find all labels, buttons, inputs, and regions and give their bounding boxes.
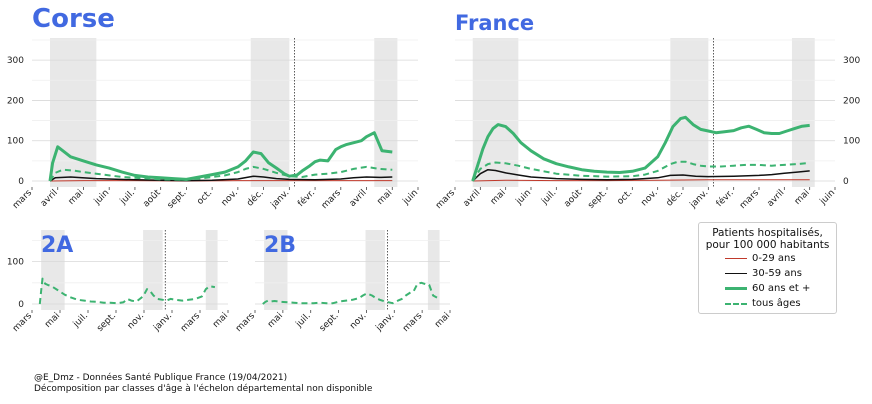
legend-swatch-0-29 <box>725 258 747 259</box>
x-tick-label: févr. <box>714 187 736 209</box>
x-tick-label: mai <box>43 311 62 330</box>
x-tick-label: mai <box>375 188 394 207</box>
x-tick-label: juin <box>818 188 837 207</box>
x-tick-label: mai <box>433 311 452 330</box>
x-tick-label: déc. <box>244 187 265 208</box>
x-tick-label: janv. <box>374 311 397 334</box>
x-tick-label: mars <box>401 311 424 334</box>
x-tick-label: juil. <box>294 311 313 330</box>
series-line-60-ans-et- <box>473 117 810 181</box>
x-tick-label: nov. <box>126 311 146 331</box>
x-tick-label: avril <box>39 188 60 209</box>
x-tick-label: mai <box>489 188 508 207</box>
legend: Patients hospitalisés, pour 100 000 habi… <box>698 222 837 314</box>
x-tick-label: mai <box>793 188 812 207</box>
legend-label: 30-59 ans <box>752 266 802 281</box>
x-tick-label: mars <box>434 188 457 211</box>
x-tick-label: juin <box>514 188 533 207</box>
x-tick-label: mai <box>266 311 285 330</box>
x-tick-label: déc. <box>664 187 685 208</box>
legend-title: Patients hospitalisés, pour 100 000 habi… <box>699 227 836 251</box>
x-tick-label: oct. <box>195 188 214 207</box>
y-tick-label: 300 <box>7 56 24 66</box>
y-tick-label: 0 <box>18 177 24 187</box>
x-tick-label: août <box>141 188 163 210</box>
legend-item-30-59: 30-59 ans <box>699 266 836 281</box>
x-tick-label: mai <box>67 188 86 207</box>
x-tick-label: sept. <box>95 311 118 334</box>
x-tick-label: janv. <box>269 188 292 211</box>
x-tick-label: août <box>562 188 584 210</box>
x-tick-label: mars <box>738 188 761 211</box>
x-tick-label: mars <box>320 188 343 211</box>
shaded-period <box>428 230 440 310</box>
x-tick-label: mars <box>11 188 34 211</box>
x-tick-label: mars <box>11 311 34 334</box>
footer-note: Décomposition par classes d'âge à l'éche… <box>34 384 372 394</box>
x-tick-label: sept. <box>586 188 609 211</box>
y-tick-label: 300 <box>843 56 860 66</box>
x-tick-label: juil. <box>539 188 558 207</box>
y-tick-label: 0 <box>18 300 24 310</box>
y-tick-label: 200 <box>7 96 24 106</box>
x-tick-label: mai <box>211 311 230 330</box>
x-tick-label: oct. <box>615 188 634 207</box>
y-tick-label: 100 <box>7 137 24 147</box>
panel-title: 2B <box>264 233 296 258</box>
legend-swatch-tous-ages <box>725 303 747 305</box>
x-tick-label: nov. <box>220 188 240 208</box>
shaded-period <box>366 230 386 310</box>
x-tick-label: juin <box>92 188 111 207</box>
x-tick-label: avril <box>348 188 369 209</box>
series-line-tous-ges <box>40 279 215 304</box>
x-tick-label: févr. <box>295 187 317 209</box>
legend-item-60-plus: 60 ans et + <box>699 281 836 296</box>
legend-swatch-60-plus <box>725 287 747 290</box>
x-tick-label: nov. <box>639 188 659 208</box>
shaded-period <box>206 230 218 310</box>
x-tick-label: juil. <box>71 311 90 330</box>
series-line-tous-ges <box>263 283 437 304</box>
panel-title: 2A <box>41 233 73 258</box>
y-tick-label: 100 <box>843 137 860 147</box>
x-tick-label: mars <box>234 311 257 334</box>
series-line-60-ans-et- <box>50 133 392 181</box>
panel-title: France <box>455 11 534 35</box>
y-tick-label: 100 <box>7 258 24 268</box>
x-tick-label: avril <box>766 188 787 209</box>
x-tick-label: mars <box>179 311 202 334</box>
panel-title: Corse <box>32 4 115 34</box>
x-tick-label: nov. <box>348 311 368 331</box>
y-tick-label: 200 <box>843 96 860 106</box>
x-tick-label: juil. <box>118 188 137 207</box>
x-tick-label: janv. <box>151 311 174 334</box>
x-tick-label: sept. <box>166 188 189 211</box>
shaded-period <box>143 230 163 310</box>
legend-label: 0-29 ans <box>752 251 796 266</box>
legend-label: 60 ans et + <box>752 281 810 296</box>
legend-item-tous-ages: tous âges <box>699 296 836 311</box>
x-tick-label: sept. <box>318 311 341 334</box>
x-tick-label: janv. <box>688 188 711 211</box>
legend-swatch-30-59 <box>725 273 747 274</box>
footer-source: @E_Dmz - Données Santé Publique France (… <box>34 373 287 383</box>
x-tick-label: avril <box>462 188 483 209</box>
legend-label: tous âges <box>752 296 801 311</box>
legend-item-0-29: 0-29 ans <box>699 251 836 266</box>
y-tick-label: 0 <box>843 177 849 187</box>
x-tick-label: juin <box>401 188 420 207</box>
